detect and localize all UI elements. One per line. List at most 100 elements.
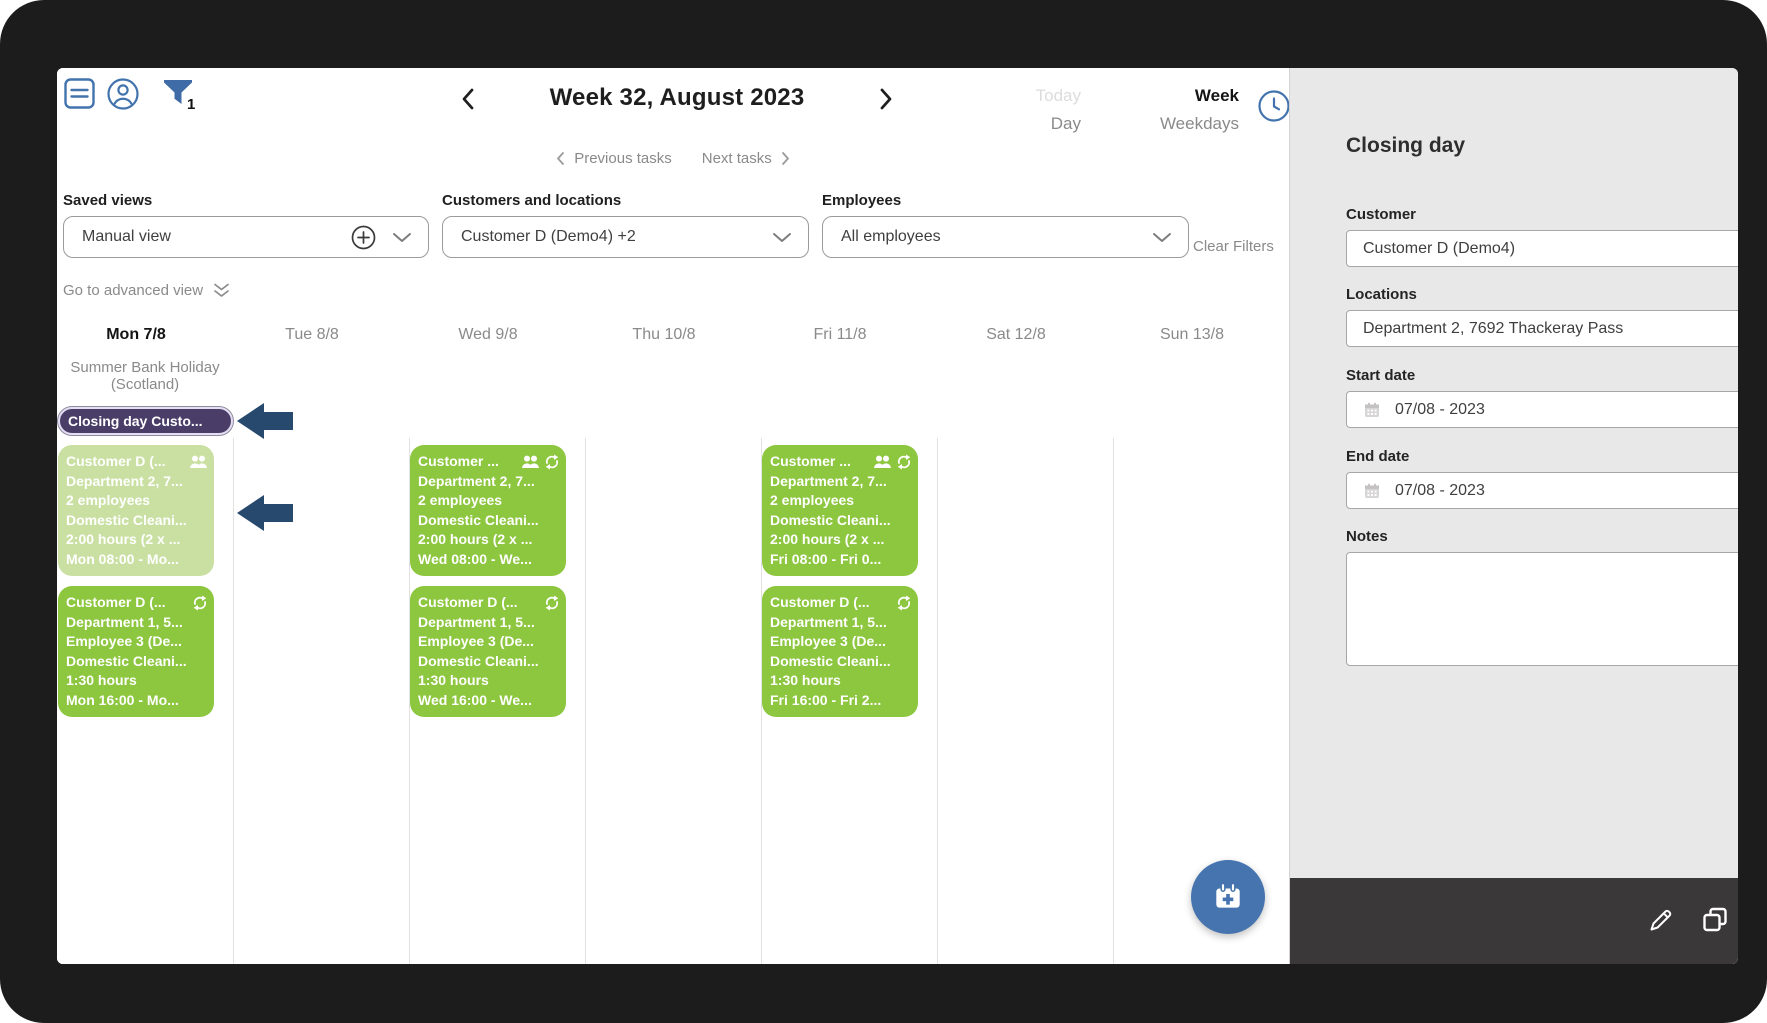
- copy-button[interactable]: [1699, 904, 1731, 941]
- view-toggle-right: Week Weekdays: [1097, 82, 1239, 138]
- saved-views-dropdown[interactable]: Manual view: [63, 216, 429, 258]
- card-location: Department 1, 5...: [770, 613, 887, 630]
- customer-field-value: Customer D (Demo4): [1363, 239, 1516, 257]
- calendar-icon: [1365, 402, 1379, 417]
- column-divider: [761, 438, 762, 964]
- card-service: Domestic Cleani...: [770, 652, 891, 669]
- calendar-plus-icon: [1216, 882, 1240, 908]
- card-time: Mon 08:00 - Mo...: [66, 550, 179, 567]
- repeat-icon: [897, 595, 911, 611]
- card-time: Wed 16:00 - We...: [418, 691, 532, 708]
- card-time: Fri 16:00 - Fri 2...: [770, 691, 882, 708]
- employees-value: All employees: [841, 228, 941, 245]
- task-card[interactable]: Customer D (... Department 2, 7... 2 emp…: [58, 445, 214, 576]
- card-customer: Customer D (...: [418, 594, 518, 610]
- card-customer: Customer D (...: [66, 453, 166, 469]
- notes-field-label: Notes: [1346, 528, 1388, 545]
- start-date-field-label: Start date: [1346, 367, 1416, 384]
- menu-icon[interactable]: [64, 78, 95, 114]
- app-window: 1 Week 32, August 2023 Today Day Week We…: [57, 68, 1738, 964]
- card-time: Fri 08:00 - Fri 0...: [770, 550, 882, 567]
- customers-value: Customer D (Demo4) +2: [461, 228, 636, 245]
- previous-tasks-button[interactable]: Previous tasks: [556, 150, 672, 167]
- advanced-view-link[interactable]: Go to advanced view: [63, 282, 230, 299]
- locations-field-label: Locations: [1346, 286, 1417, 303]
- start-date-field[interactable]: 07/08 - 2023: [1346, 391, 1738, 428]
- day-header-sun: Sun 13/8: [1159, 326, 1225, 343]
- start-date-value: 07/08 - 2023: [1395, 400, 1485, 418]
- column-divider: [1113, 438, 1114, 964]
- day-header-tue: Tue 8/8: [285, 326, 339, 343]
- add-view-icon[interactable]: [351, 225, 376, 250]
- advanced-view-label: Go to advanced view: [63, 282, 204, 299]
- closing-day-badge[interactable]: Closing day Custo...: [58, 407, 233, 435]
- weekdays-view-button[interactable]: Weekdays: [1159, 114, 1239, 133]
- end-date-field[interactable]: 07/08 - 2023: [1346, 472, 1738, 509]
- task-card[interactable]: Customer D (... Department 1, 5... Emplo…: [410, 586, 566, 717]
- card-location: Department 2, 7...: [418, 472, 535, 489]
- pencil-icon: [1650, 909, 1672, 931]
- filter-count-badge: 1: [187, 96, 196, 113]
- copy-icon: [1703, 907, 1727, 932]
- chevron-down-icon: [773, 232, 791, 242]
- next-tasks-button[interactable]: Next tasks: [702, 150, 790, 167]
- locations-field[interactable]: Department 2, 7692 Thackeray Pass: [1346, 310, 1738, 347]
- column-divider: [233, 438, 234, 964]
- column-divider: [585, 438, 586, 964]
- repeat-icon: [545, 595, 559, 611]
- card-customer: Customer D (...: [770, 594, 870, 610]
- saved-views-label: Saved views: [63, 192, 153, 209]
- people-icon: [522, 455, 539, 468]
- task-card[interactable]: Customer ... Department 2, 7... 2 employ…: [762, 445, 918, 576]
- customer-field[interactable]: Customer D (Demo4): [1346, 230, 1738, 267]
- card-location: Department 2, 7...: [66, 472, 183, 489]
- card-employees: 2 employees: [418, 492, 503, 508]
- employees-label: Employees: [822, 192, 902, 209]
- card-service: Domestic Cleani...: [66, 511, 187, 528]
- account-icon[interactable]: [106, 77, 140, 116]
- people-icon: [874, 455, 891, 468]
- customer-field-label: Customer: [1346, 206, 1417, 223]
- end-date-field-label: End date: [1346, 448, 1410, 465]
- next-week-chevron-icon[interactable]: [879, 87, 893, 116]
- chevron-down-icon: [393, 232, 411, 242]
- day-view-button[interactable]: Day: [1050, 114, 1081, 133]
- card-employee: Employee 3 (De...: [770, 633, 886, 649]
- clear-filters-button[interactable]: Clear Filters: [1193, 238, 1274, 255]
- calendar-area: 1 Week 32, August 2023 Today Day Week We…: [57, 68, 1291, 964]
- card-duration: 2:00 hours (2 x ...: [418, 531, 533, 547]
- previous-week-chevron-icon[interactable]: [461, 87, 475, 116]
- customers-dropdown[interactable]: Customer D (Demo4) +2: [442, 216, 809, 258]
- today-button[interactable]: Today: [1035, 86, 1081, 105]
- task-card[interactable]: Customer ... Department 2, 7... 2 employ…: [410, 445, 566, 576]
- repeat-icon: [545, 454, 559, 470]
- repeat-icon: [193, 595, 207, 611]
- edit-button[interactable]: [1645, 904, 1677, 941]
- annotation-arrow-icon: [237, 495, 293, 531]
- clock-icon[interactable]: [1257, 89, 1291, 128]
- card-location: Department 1, 5...: [66, 613, 183, 630]
- card-service: Domestic Cleani...: [418, 511, 539, 528]
- people-icon: [190, 455, 207, 468]
- employees-dropdown[interactable]: All employees: [822, 216, 1189, 258]
- day-header-sat: Sat 12/8: [986, 326, 1046, 343]
- card-service: Domestic Cleani...: [770, 511, 891, 528]
- task-card[interactable]: Customer D (... Department 1, 5... Emplo…: [58, 586, 214, 717]
- filter-icon[interactable]: 1: [161, 78, 195, 117]
- week-view-button[interactable]: Week: [1194, 86, 1239, 105]
- details-panel: Closing day Customer Customer D (Demo4) …: [1289, 68, 1738, 964]
- card-time: Mon 16:00 - Mo...: [66, 691, 179, 708]
- add-task-button[interactable]: [1191, 860, 1265, 934]
- card-duration: 2:00 hours (2 x ...: [66, 531, 181, 547]
- notes-textarea[interactable]: [1346, 552, 1738, 666]
- card-location: Department 1, 5...: [418, 613, 535, 630]
- panel-title: Closing day: [1346, 134, 1466, 157]
- column-divider: [937, 438, 938, 964]
- double-chevron-down-icon: [214, 283, 229, 297]
- card-location: Department 2, 7...: [770, 472, 887, 489]
- task-card[interactable]: Customer D (... Department 1, 5... Emplo…: [762, 586, 918, 717]
- previous-tasks-label: Previous tasks: [574, 150, 672, 167]
- end-date-value: 07/08 - 2023: [1395, 481, 1485, 499]
- tasks-nav: Previous tasks Next tasks: [57, 150, 1289, 167]
